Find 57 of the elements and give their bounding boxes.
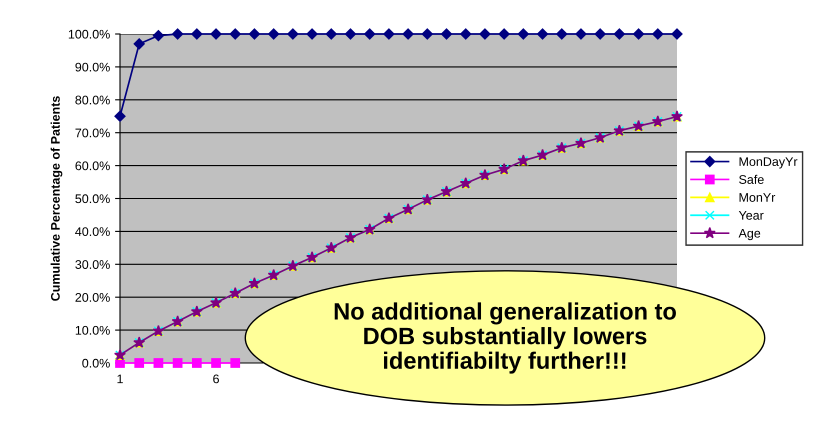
point: [154, 358, 164, 368]
point: [115, 358, 125, 368]
point: [671, 28, 683, 40]
point: [230, 358, 240, 368]
point: [210, 28, 222, 40]
point: [402, 28, 414, 40]
legend-label: Age: [738, 228, 760, 240]
point: [344, 28, 356, 40]
point: [498, 28, 510, 40]
y-tick-label: 90.0%: [75, 62, 110, 72]
point: [460, 28, 472, 40]
point: [248, 28, 260, 40]
point: [134, 38, 145, 50]
y-tick-label: 40.0%: [75, 227, 110, 236]
y-tick-label: 80.0%: [75, 96, 110, 104]
legend-label: Year: [738, 211, 764, 220]
y-tick-label: 10.0%: [76, 326, 110, 335]
point: [211, 358, 221, 368]
legend-label: Safe: [739, 174, 764, 184]
y-tick-label: 20.0%: [75, 293, 110, 302]
point: [172, 358, 182, 368]
point: [422, 28, 433, 40]
y-tick-label: 70.0%: [75, 128, 110, 138]
legend-label: MonYr: [740, 193, 776, 202]
legend-label: MonDayYr: [740, 157, 798, 169]
point: [172, 28, 184, 40]
x-tick-label: 6: [213, 374, 219, 384]
annotation: No additional generalization to DOB substantially lowers identifiabilty further!!!: [334, 302, 676, 374]
point: [575, 28, 587, 40]
point: [134, 358, 144, 368]
point: [383, 28, 395, 40]
point: [230, 28, 241, 40]
point: [364, 28, 376, 40]
point: [192, 358, 202, 368]
point: [440, 28, 452, 40]
point: [287, 28, 298, 40]
point: [268, 28, 280, 40]
point: [326, 28, 337, 40]
point: [536, 28, 548, 40]
point: [556, 28, 568, 40]
y-tick-label: 60.0%: [75, 161, 110, 170]
point: [652, 28, 664, 40]
point: [306, 28, 318, 40]
y-tick-label: 100.0%: [68, 30, 110, 39]
point: [191, 28, 202, 40]
point: [152, 30, 164, 42]
point: [614, 28, 625, 40]
y-tick-label: 30.0%: [75, 260, 110, 269]
point: [518, 28, 529, 40]
y-tick-label: 0.0%: [82, 358, 110, 368]
y-tick-label: 50.0%: [75, 194, 110, 204]
point: [479, 28, 491, 40]
point: [594, 28, 606, 40]
point: [632, 28, 644, 40]
x-tick-label: 1: [117, 374, 123, 384]
y-axis-title: Cumulative Percentage of Patients: [50, 96, 62, 301]
point: [114, 110, 126, 122]
